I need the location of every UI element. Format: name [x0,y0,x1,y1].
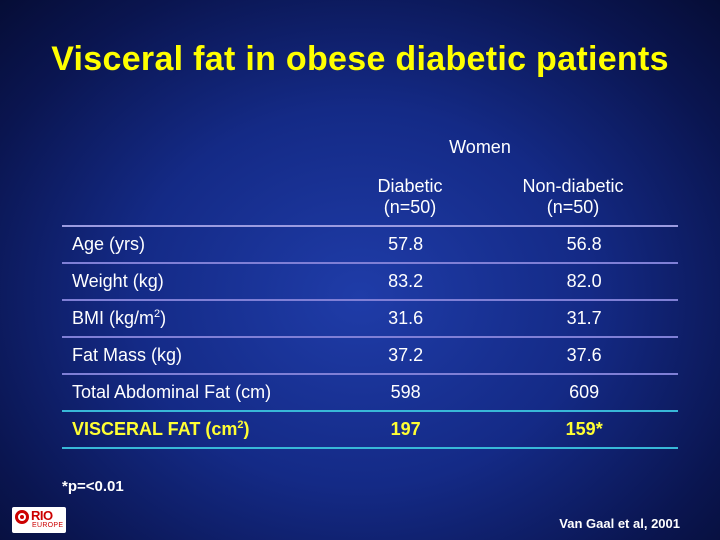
row-label: Total Abdominal Fat (cm) [72,382,272,402]
logo-brand-text: RIO [31,508,53,523]
row-label: Fat Mass (kg) [72,345,183,365]
diabetic-value: 57.8 [388,234,424,254]
table-row-highlighted: VISCERAL FAT (cm2) 197 159* [62,411,678,448]
table-row: BMI (kg/m2) 31.6 31.7 [62,300,678,337]
group-header-women: Women [449,137,511,157]
non-diabetic-value: 31.7 [566,308,602,328]
row-label-superscript: 2 [154,308,161,320]
row-label: Age (yrs) [72,234,146,254]
table-row: Weight (kg) 83.2 82.0 [62,263,678,300]
column-header-non-diabetic: Non-diabetic (n=50) [498,176,648,218]
citation: Van Gaal et al, 2001 [559,516,680,531]
diabetic-value: 31.6 [388,308,424,328]
column-header-diabetic-n: (n=50) [383,197,437,217]
logo-sub-text: EUROPE [32,522,64,529]
diabetic-value: 197 [390,419,421,439]
row-label-end: ) [243,419,250,439]
row-label-main: BMI (kg/m [72,308,155,328]
diabetic-value: 37.2 [388,345,424,365]
table-row: Age (yrs) 57.8 56.8 [62,226,678,263]
diabetic-value: 83.2 [388,271,424,291]
row-label-end: ) [160,308,167,328]
row-label-superscript: 2 [237,419,244,431]
non-diabetic-value: 159* [565,419,603,439]
column-header-diabetic-label: Diabetic [377,176,443,196]
non-diabetic-value: 82.0 [566,271,602,291]
non-diabetic-value: 56.8 [566,234,602,254]
comparison-table: Age (yrs) 57.8 56.8 Weight (kg) 83.2 82.… [62,225,678,449]
column-header-diabetic: Diabetic (n=50) [340,176,480,218]
table-row: Total Abdominal Fat (cm) 598 609 [62,374,678,411]
diabetic-value: 598 [390,382,421,402]
rio-europe-logo: RIO EUROPE [12,507,66,533]
significance-footnote: *p=<0.01 [62,478,124,495]
column-header-non-diabetic-label: Non-diabetic [522,176,624,196]
row-label: Weight (kg) [72,271,164,291]
table-row: Fat Mass (kg) 37.2 37.6 [62,337,678,374]
row-label: VISCERAL FAT (cm2) [62,411,347,448]
non-diabetic-value: 37.6 [566,345,602,365]
row-label-main: VISCERAL FAT (cm [72,419,238,439]
non-diabetic-value: 609 [569,382,600,402]
logo-ring-icon [15,510,29,524]
slide-title: Visceral fat in obese diabetic patients [51,40,669,78]
column-header-non-diabetic-n: (n=50) [546,197,600,217]
row-label: BMI (kg/m2) [62,300,347,337]
